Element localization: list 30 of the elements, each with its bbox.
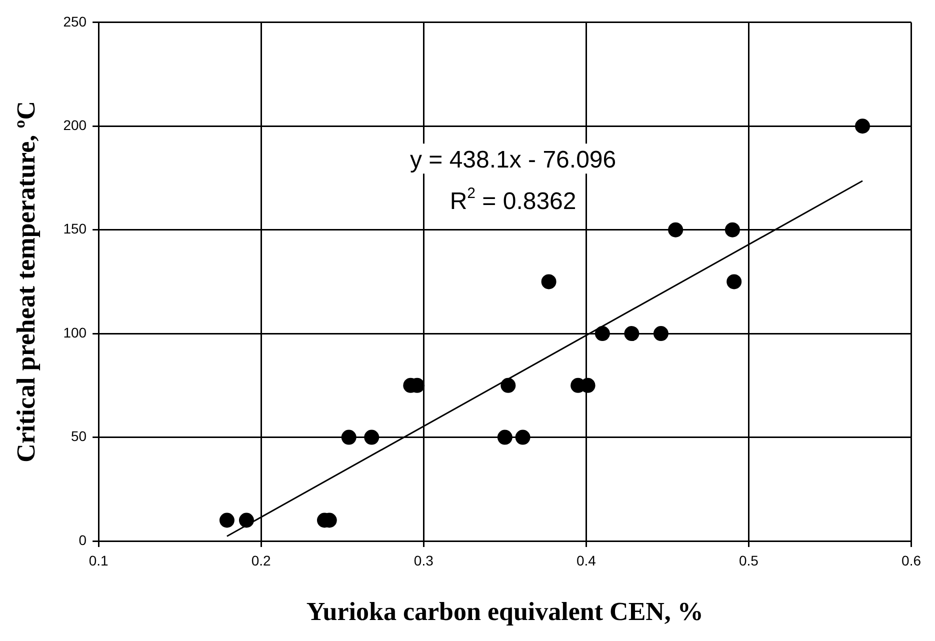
point (653, 326, 668, 342)
point (594, 326, 610, 342)
point (364, 430, 380, 445)
point (724, 222, 740, 238)
y-tick-label: 0 (78, 532, 87, 548)
point (726, 274, 742, 290)
y-tick-label: 100 (63, 324, 87, 340)
x-axis-title: Yurioka carbon equivalent CEN, % (306, 597, 704, 626)
point (497, 430, 512, 445)
y-tick-label: 200 (63, 116, 87, 133)
x-tick-label: 0.3 (414, 552, 434, 568)
y-tick-label: 150 (63, 220, 87, 237)
point (541, 274, 556, 290)
point (219, 512, 234, 528)
x-tick-label: 0.2 (251, 552, 272, 568)
x-tick-label: 0.5 (738, 552, 759, 568)
point (668, 222, 684, 238)
annotation: y = 438.1x - 76.096 (410, 146, 616, 174)
x-tick-label: 0.6 (902, 552, 922, 568)
x-tick-label: 0.4 (576, 552, 596, 568)
x-tick-label: 0.1 (88, 552, 108, 568)
point (500, 378, 516, 393)
point (341, 430, 356, 445)
point (238, 512, 254, 528)
y-tick-label: 50 (70, 428, 87, 444)
y-tick-label: 250 (63, 13, 87, 30)
point (515, 430, 530, 445)
y-axis-title: Critical preheat temperature, ºC (11, 100, 40, 462)
point (624, 326, 640, 342)
point (855, 118, 870, 134)
